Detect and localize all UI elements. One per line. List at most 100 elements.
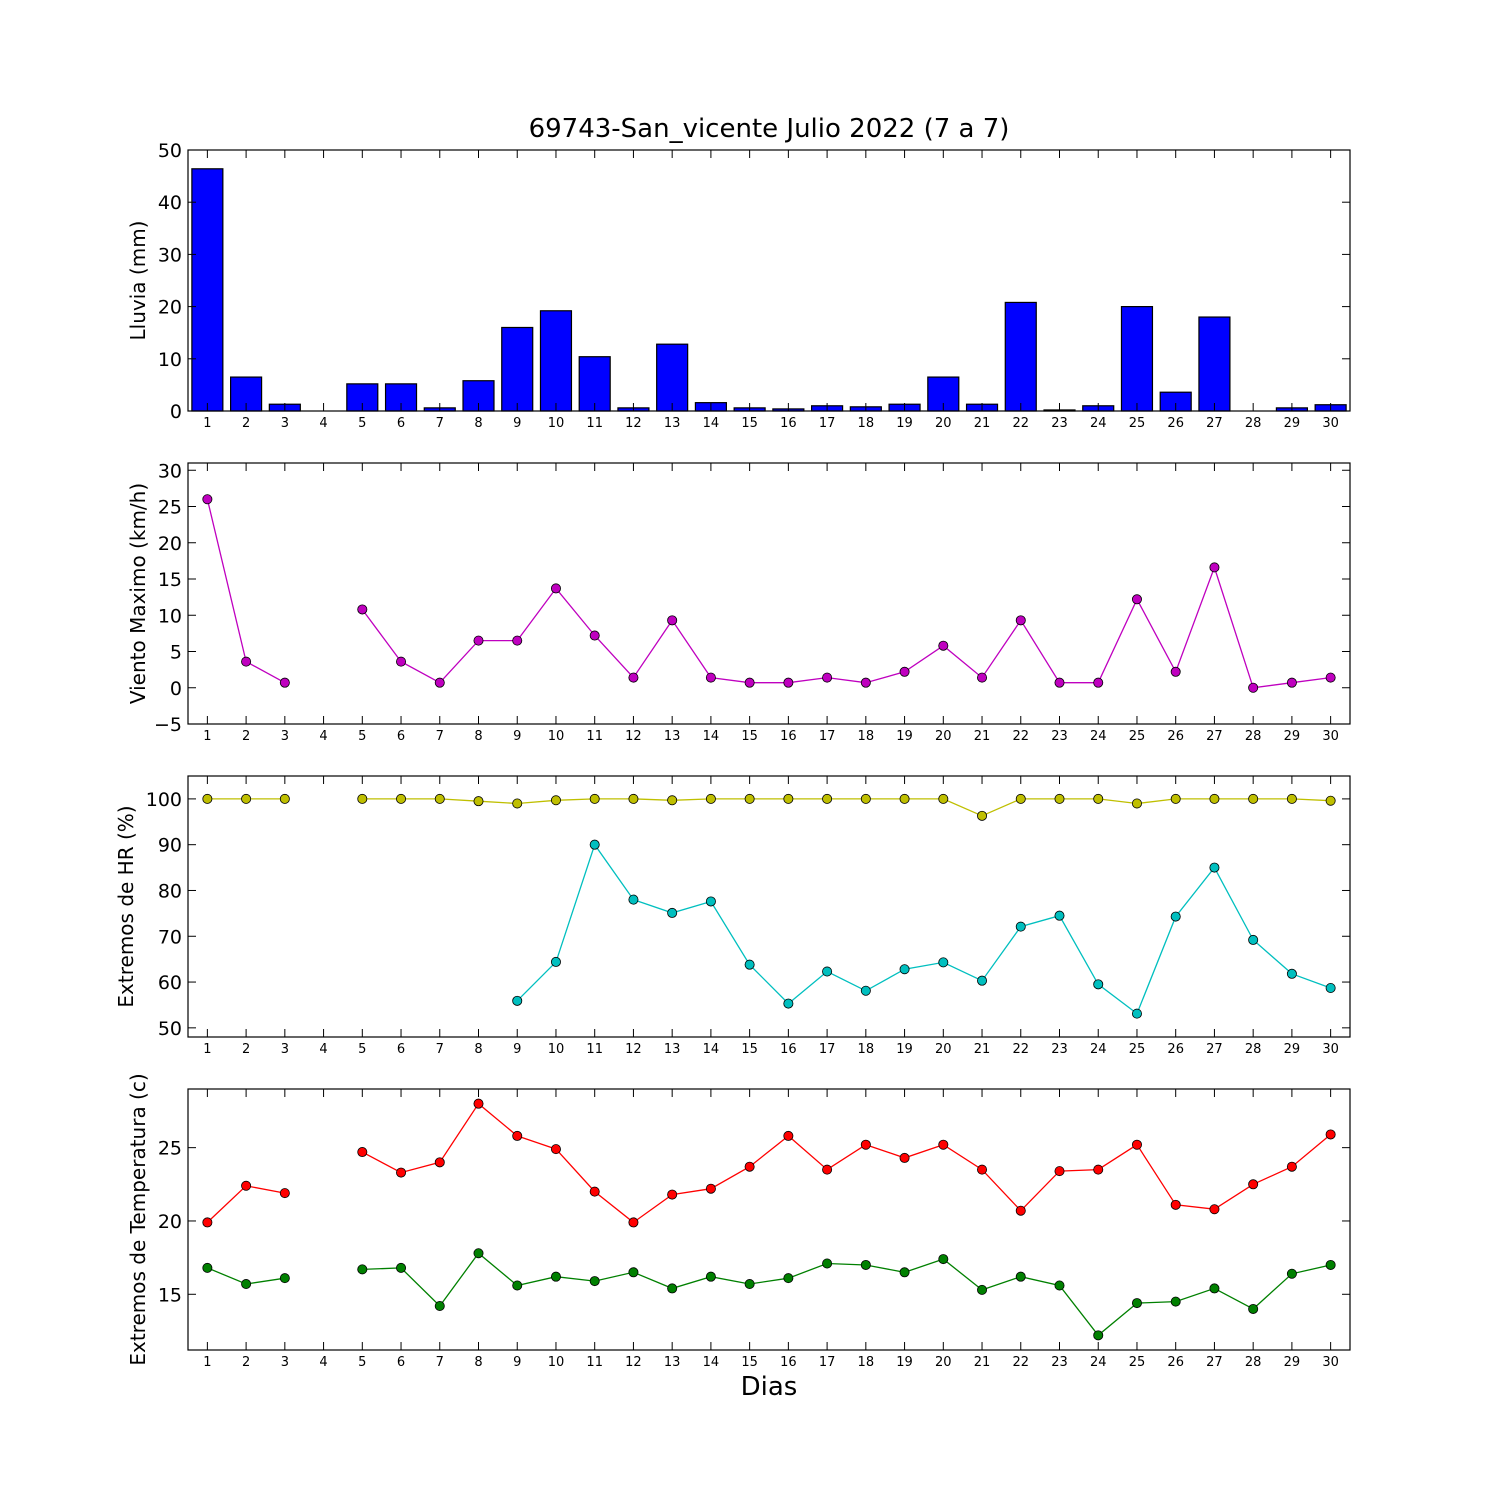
x-tick-label: 27 <box>1206 1355 1223 1370</box>
x-tick-label: 4 <box>319 1042 327 1057</box>
data-point-s1-day-15 <box>744 1161 755 1172</box>
data-point-s1-day-30 <box>1325 672 1336 683</box>
data-point-s1-day-14 <box>705 793 716 804</box>
plot-frame <box>187 775 1351 1038</box>
x-tick-label: 19 <box>896 416 913 431</box>
x-tick-label: 3 <box>281 1355 289 1370</box>
x-tick-label: 5 <box>358 729 366 744</box>
x-tick-label: 10 <box>548 1355 565 1370</box>
data-point-s1-day-28 <box>1248 793 1259 804</box>
data-point-s1-day-8 <box>473 635 484 646</box>
data-point-s1-day-14 <box>705 1183 716 1194</box>
data-point-s1-day-17 <box>822 1164 833 1175</box>
data-point-s2-day-15 <box>744 1279 755 1290</box>
data-point-s1-day-27 <box>1209 1204 1220 1215</box>
data-point-s1-day-13 <box>667 795 678 806</box>
data-point-s1-day-6 <box>396 1167 407 1178</box>
data-point-s1-day-20 <box>938 793 949 804</box>
series-line-1 <box>206 499 1331 689</box>
data-point-s1-day-7 <box>434 1157 445 1168</box>
data-point-s2-day-9 <box>512 995 523 1006</box>
data-point-s1-day-16 <box>783 1130 794 1141</box>
x-tick-label: 19 <box>896 729 913 744</box>
y-axis-label: Extremos de Temperatura (c) <box>126 1073 150 1365</box>
x-tick-label: 3 <box>281 729 289 744</box>
x-tick-label: 4 <box>319 416 327 431</box>
x-tick-label: 22 <box>1012 416 1029 431</box>
data-point-s2-day-24 <box>1093 979 1104 990</box>
x-tick-label: 29 <box>1284 1355 1301 1370</box>
data-point-s2-day-23 <box>1054 910 1065 921</box>
x-tick-label: 23 <box>1051 1042 1068 1057</box>
x-tick-label: 1 <box>203 1355 211 1370</box>
data-point-s1-day-13 <box>667 1189 678 1200</box>
y-tick-label: 20 <box>158 533 182 555</box>
data-point-s1-day-12 <box>628 1217 639 1228</box>
data-point-s2-day-18 <box>860 1259 871 1270</box>
x-tick-label: 21 <box>974 416 991 431</box>
data-point-s2-day-5 <box>357 1264 368 1275</box>
x-tick-label: 6 <box>397 1042 405 1057</box>
x-tick-label: 28 <box>1245 729 1262 744</box>
data-point-s1-day-13 <box>667 615 678 626</box>
x-tick-label: 12 <box>625 1042 642 1057</box>
x-tick-label: 20 <box>935 416 952 431</box>
x-tick-label: 8 <box>474 1355 482 1370</box>
y-axis-label: Viento Maximo (km/h) <box>126 483 150 704</box>
data-point-s1-day-15 <box>744 677 755 688</box>
data-point-s2-day-6 <box>396 1262 407 1273</box>
y-tick-label: 70 <box>158 926 182 948</box>
data-point-s1-day-17 <box>822 793 833 804</box>
x-axis-label: Dias <box>740 1372 798 1402</box>
x-tick-label: 2 <box>242 729 250 744</box>
data-point-s2-day-26 <box>1170 911 1181 922</box>
data-point-s1-day-24 <box>1093 793 1104 804</box>
data-point-s1-day-24 <box>1093 677 1104 688</box>
x-tick-label: 13 <box>664 1355 681 1370</box>
data-point-s2-day-9 <box>512 1280 523 1291</box>
x-tick-label: 16 <box>780 1355 797 1370</box>
data-point-s2-day-2 <box>241 1279 252 1290</box>
x-tick-label: 15 <box>741 729 758 744</box>
data-point-s1-day-28 <box>1248 1179 1259 1190</box>
data-point-s1-day-11 <box>589 793 600 804</box>
x-tick-label: 5 <box>358 1042 366 1057</box>
data-point-s1-day-29 <box>1286 677 1297 688</box>
y-tick-label: −5 <box>154 714 182 736</box>
data-point-s1-day-29 <box>1286 1161 1297 1172</box>
data-point-s2-day-12 <box>628 1267 639 1278</box>
data-point-s1-day-7 <box>434 793 445 804</box>
x-tick-label: 28 <box>1245 1042 1262 1057</box>
x-tick-label: 12 <box>625 1355 642 1370</box>
plot-frame <box>187 149 1351 412</box>
bar-day-1 <box>191 168 224 412</box>
x-tick-label: 23 <box>1051 416 1068 431</box>
x-tick-label: 29 <box>1284 416 1301 431</box>
data-point-s2-day-29 <box>1286 968 1297 979</box>
x-tick-label: 7 <box>436 416 444 431</box>
data-point-s2-day-23 <box>1054 1280 1065 1291</box>
data-point-s2-day-18 <box>860 985 871 996</box>
x-tick-label: 26 <box>1167 416 1184 431</box>
y-tick-label: 30 <box>158 460 182 482</box>
x-tick-label: 27 <box>1206 1042 1223 1057</box>
series-line-2 <box>516 843 1331 1015</box>
x-tick-label: 17 <box>819 729 836 744</box>
x-tick-label: 11 <box>586 1042 603 1057</box>
data-point-s1-day-16 <box>783 677 794 688</box>
data-point-s2-day-26 <box>1170 1296 1181 1307</box>
x-tick-label: 22 <box>1012 1355 1029 1370</box>
x-tick-label: 5 <box>358 416 366 431</box>
data-point-s2-day-28 <box>1248 1303 1259 1314</box>
x-tick-label: 14 <box>703 1042 720 1057</box>
data-point-s2-day-13 <box>667 1283 678 1294</box>
data-point-s1-day-3 <box>279 1188 290 1199</box>
data-point-s2-day-17 <box>822 966 833 977</box>
data-point-s2-day-19 <box>899 1267 910 1278</box>
x-tick-label: 24 <box>1090 729 1107 744</box>
y-tick-label: 50 <box>158 140 182 162</box>
x-tick-label: 21 <box>974 1042 991 1057</box>
x-tick-label: 30 <box>1322 1042 1339 1057</box>
data-point-s2-day-1 <box>202 1262 213 1273</box>
